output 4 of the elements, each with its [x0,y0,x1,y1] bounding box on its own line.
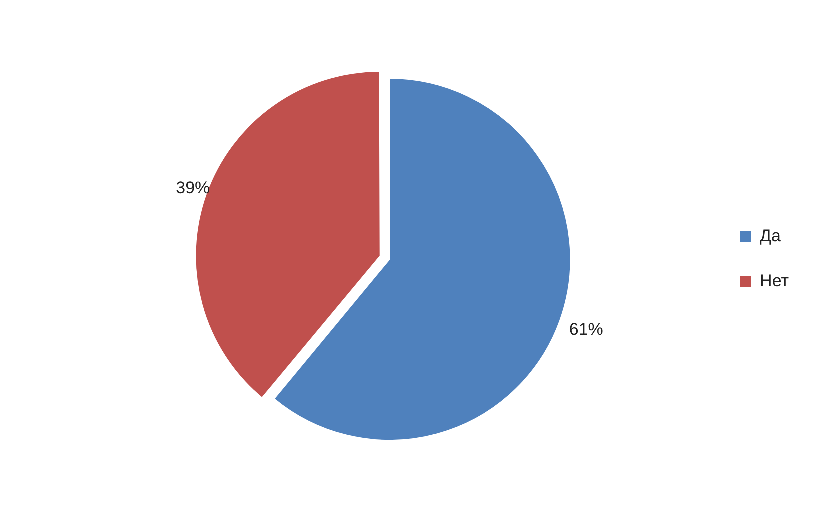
legend-label: Да [760,226,782,246]
data-label: 39% [176,178,210,198]
legend-label: Нет [760,272,790,291]
data-label: 61% [569,320,604,339]
